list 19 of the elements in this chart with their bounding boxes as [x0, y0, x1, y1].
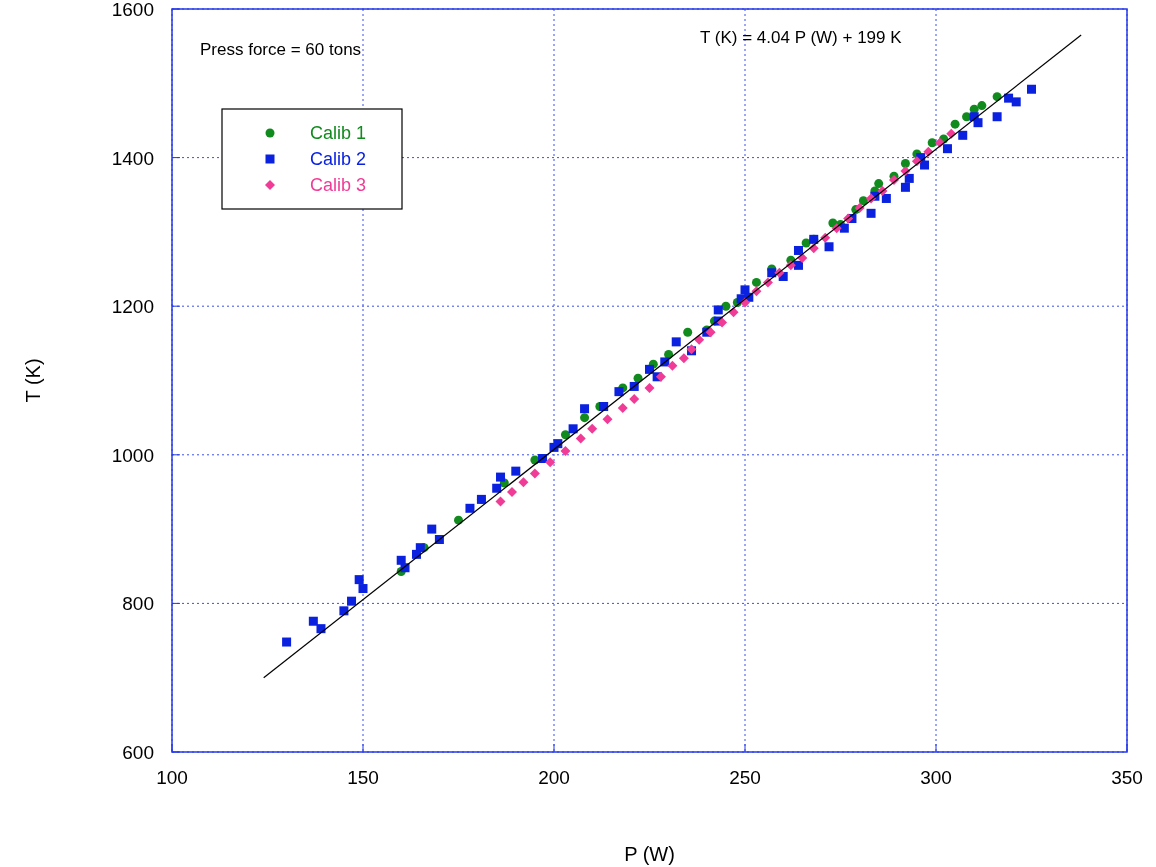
annotation: Press force = 60 tons: [200, 40, 362, 59]
x-tick-label: 250: [729, 767, 761, 788]
annotation: T (K) = 4.04 P (W) + 199 K: [700, 28, 903, 47]
legend-label: Calib 2: [310, 149, 367, 169]
x-tick-label: 350: [1111, 767, 1143, 788]
y-tick-label: 1200: [111, 296, 154, 318]
x-axis-title: P (W): [624, 843, 675, 865]
y-tick-label: 1400: [111, 147, 154, 169]
x-tick-label: 100: [156, 767, 188, 788]
x-tick-label: 150: [347, 767, 379, 788]
x-tick-label: 200: [538, 767, 570, 788]
legend-label: Calib 1: [310, 123, 367, 143]
legend-label: Calib 3: [310, 175, 367, 195]
x-tick-label: 300: [920, 767, 952, 788]
y-axis-title: T (K): [22, 358, 44, 403]
y-tick-label: 1600: [111, 0, 154, 20]
y-tick-label: 1000: [111, 444, 154, 466]
y-tick-label: 600: [122, 742, 154, 763]
y-tick-label: 800: [122, 593, 154, 615]
